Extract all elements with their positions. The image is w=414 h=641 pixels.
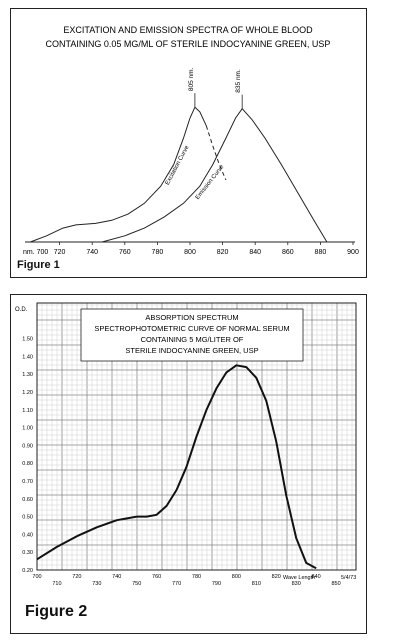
y-tick-label: 0.70 xyxy=(22,479,33,485)
date-label: 5/4/73 xyxy=(341,575,356,581)
plot-frame xyxy=(36,302,357,571)
y-tick-label: 0.30 xyxy=(22,550,33,556)
x-tick-label-lower: 750 xyxy=(132,581,141,587)
x-tick-label: 720 xyxy=(54,249,66,256)
y-tick-label: 1.10 xyxy=(22,408,33,414)
x-tick-label: 880 xyxy=(315,249,327,256)
figure-2-chart: O.D. 0.20 0.30 0.40 0.50 0.60 0.70 0.80 0.90 1.00… xyxy=(15,302,357,587)
x-tick-label: 780 xyxy=(152,249,164,256)
figure-1-chart: EXCITATION AND EMISSION SPECTRA OF WHOLE… xyxy=(23,25,359,256)
x-tick-label-upper: 800 xyxy=(232,574,241,580)
x-tick-label: 740 xyxy=(86,249,98,256)
y-tick-label: 0.20 xyxy=(22,568,33,574)
chart-title-line: EXCITATION AND EMISSION SPECTRA OF WHOLE… xyxy=(63,25,313,35)
x-tick-label: 840 xyxy=(249,249,261,256)
x-tick-label-lower: 810 xyxy=(252,581,261,587)
y-tick-label: 0.90 xyxy=(22,443,33,449)
excitation-curve-label: Excitation Curve xyxy=(165,144,191,186)
y-tick-label: 0.50 xyxy=(22,515,33,521)
x-tick-label-upper: 720 xyxy=(72,574,81,580)
figure-1-label: Figure 1 xyxy=(17,259,60,271)
chart-title-line: STERILE INDOCYANINE GREEN, USP xyxy=(125,346,258,355)
title-box xyxy=(80,308,304,362)
x-axis-label: Wave Length xyxy=(283,575,315,581)
x-tick-label: 820 xyxy=(217,249,229,256)
y-axis-label: O.D. xyxy=(15,307,28,313)
excitation-curve xyxy=(30,106,207,243)
y-tick-label: 1.30 xyxy=(22,372,33,378)
excitation-peak-label: 805 nm. xyxy=(188,67,195,91)
x-tick-label: 760 xyxy=(119,249,131,256)
x-tick-label-upper: 700 xyxy=(32,574,41,580)
x-tick-label-lower: 830 xyxy=(292,581,301,587)
y-tick-label: 1.40 xyxy=(22,354,33,360)
x-tick-label-upper: 840 xyxy=(312,574,321,580)
y-tick-label: 0.60 xyxy=(22,497,33,503)
x-axis-unit-label: nm. 700 xyxy=(23,249,48,256)
x-tick-label: 900 xyxy=(347,249,359,256)
x-tick-label-upper: 760 xyxy=(152,574,161,580)
y-tick-label: 0.80 xyxy=(22,461,33,467)
x-tick-label-lower: 790 xyxy=(212,581,221,587)
x-tick-label-upper: 780 xyxy=(192,574,201,580)
y-tick-label: 1.20 xyxy=(22,390,33,396)
x-tick-label: 860 xyxy=(282,249,294,256)
x-tick-label-lower: 730 xyxy=(92,581,101,587)
emission-peak-label: 835 nm. xyxy=(235,69,242,93)
x-tick-label-upper: 740 xyxy=(112,574,121,580)
y-tick-label: 0.40 xyxy=(22,532,33,538)
figure-1-panel: EXCITATION AND EMISSION SPECTRA OF WHOLE… xyxy=(10,8,367,278)
x-tick-label-lower: 710 xyxy=(52,581,61,587)
y-tick-label: 1.50 xyxy=(22,337,33,343)
chart-title-line: SPECTROPHOTOMETRIC CURVE OF NORMAL SERUM xyxy=(94,324,289,333)
figure-2-label: Figure 2 xyxy=(25,603,88,620)
chart-title-line: ABSORPTION SPECTRUM xyxy=(145,313,238,322)
x-tick-label-lower: 770 xyxy=(172,581,181,587)
dashed-crossover-line xyxy=(205,125,227,181)
absorption-curve xyxy=(36,364,317,570)
chart-title-line: CONTAINING 5 MG/LITER OF xyxy=(141,335,244,344)
y-tick-label: 1.00 xyxy=(22,426,33,432)
emission-curve xyxy=(101,107,328,243)
figure-2-panel: O.D. 0.20 0.30 0.40 0.50 0.60 0.70 0.80 0.90 1.00… xyxy=(10,294,367,634)
x-tick-label-upper: 820 xyxy=(272,574,281,580)
x-tick-label-lower: 850 xyxy=(331,581,340,587)
chart-title-line: CONTAINING 0.05 MG/ML OF STERILE INDOCYA… xyxy=(46,39,331,49)
x-tick-label: 800 xyxy=(184,249,196,256)
